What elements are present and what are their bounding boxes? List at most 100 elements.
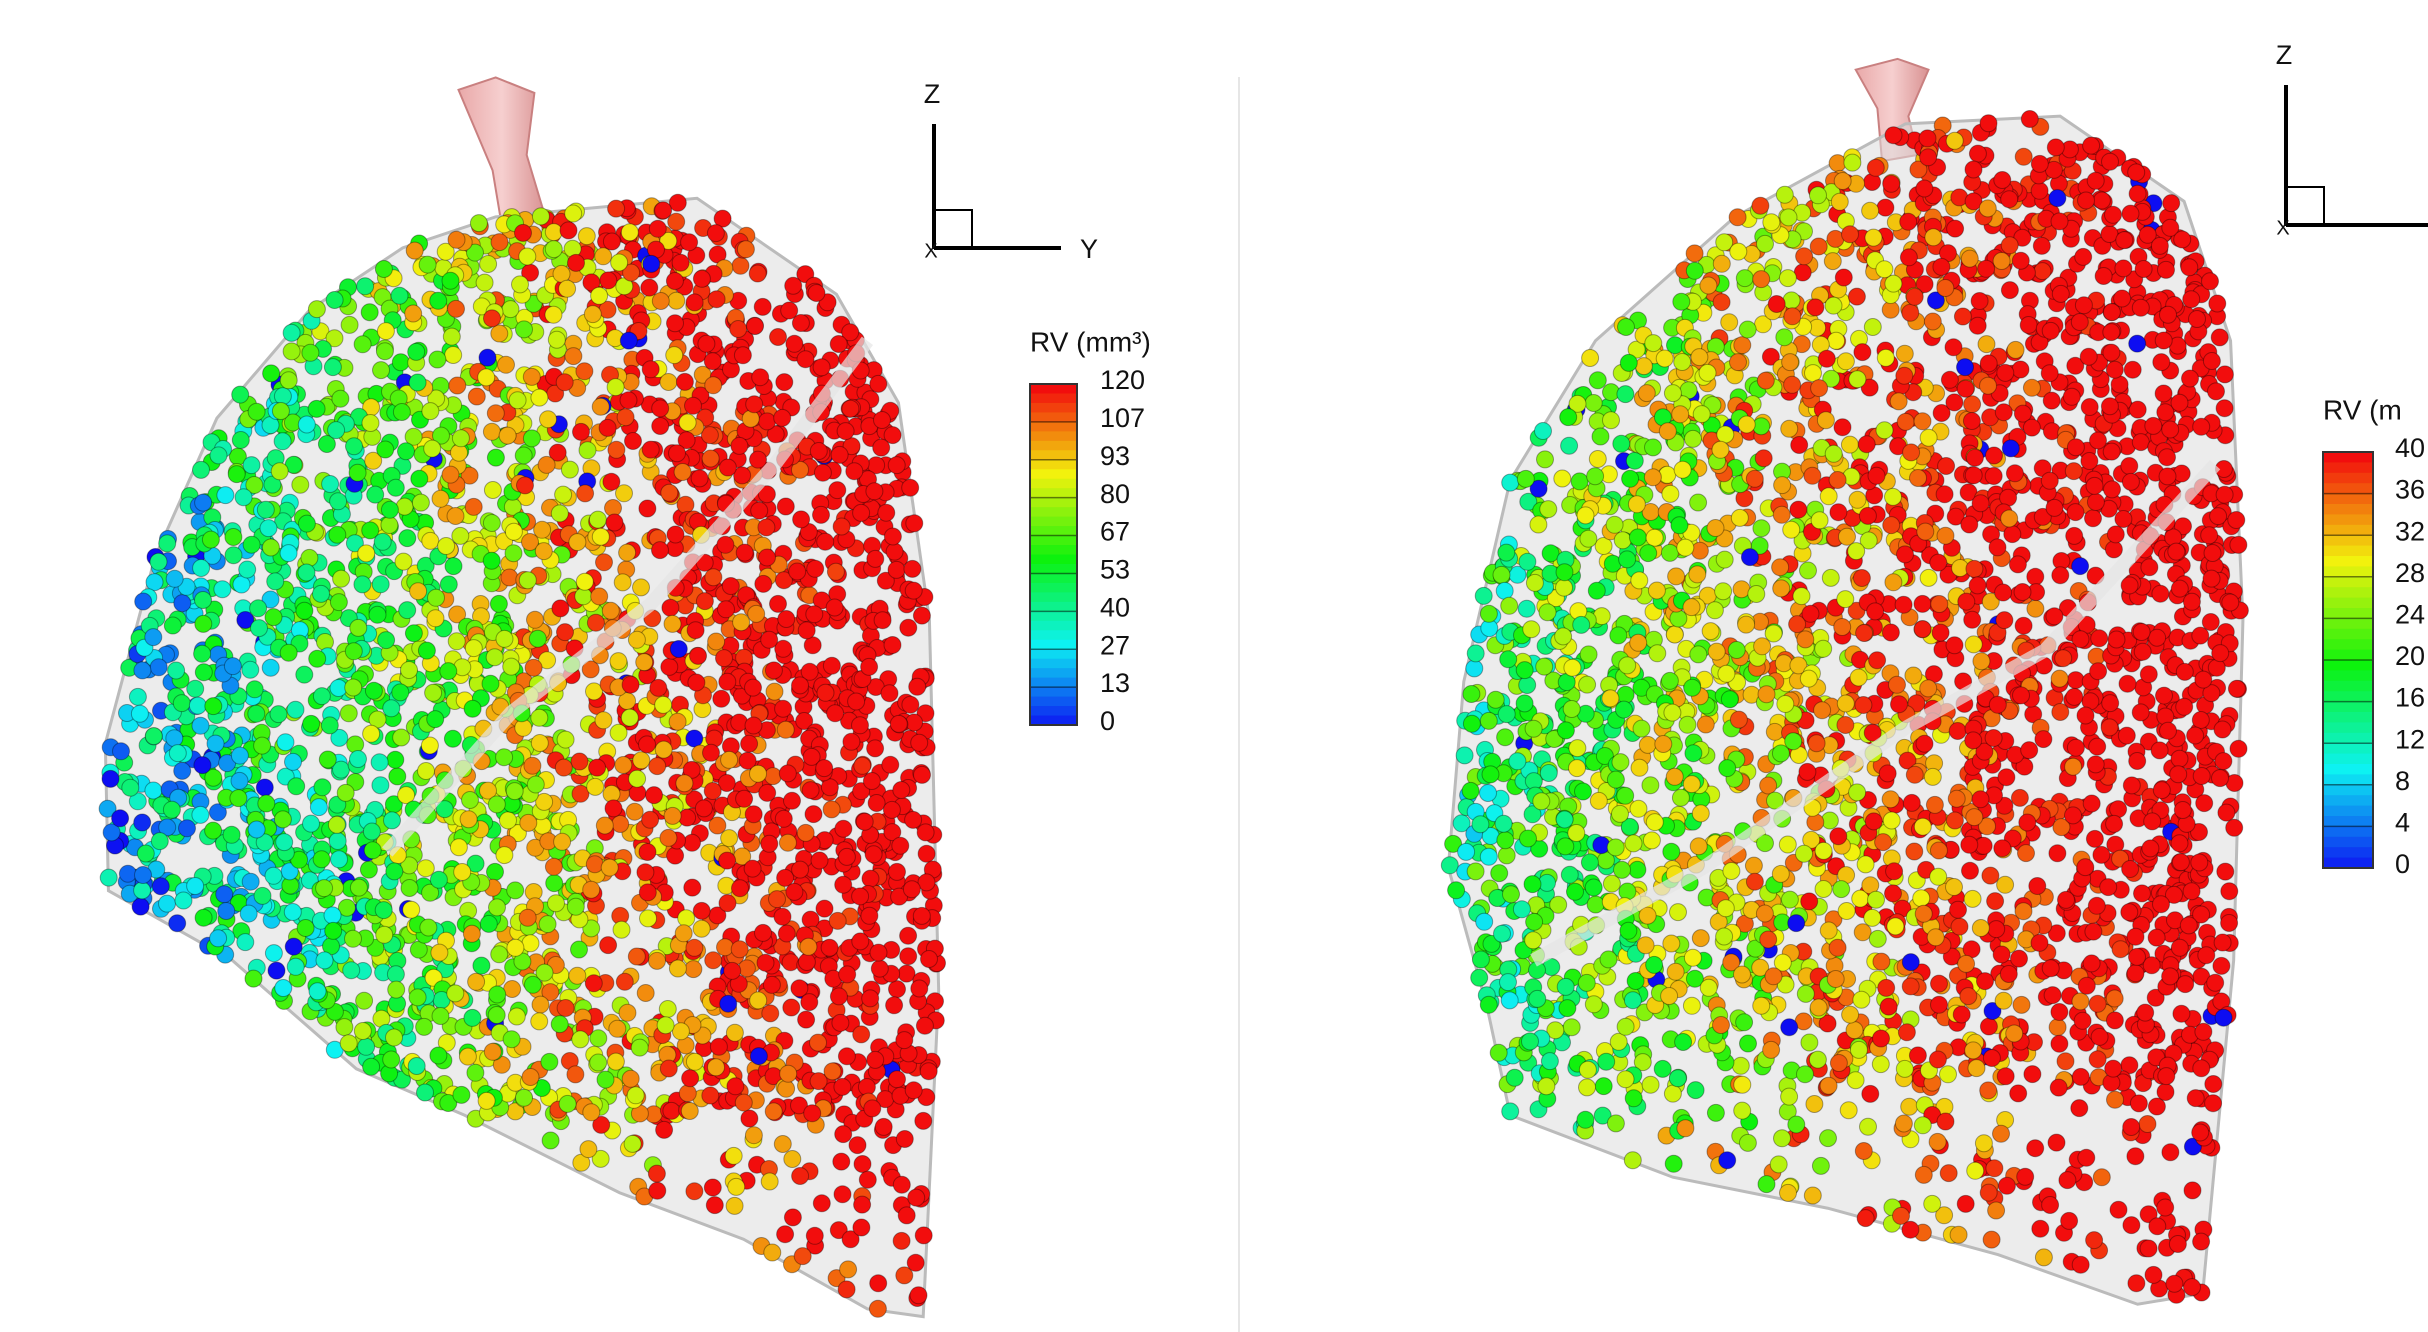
- sphere: [603, 473, 620, 490]
- sphere: [864, 1100, 881, 1117]
- sphere: [888, 457, 905, 474]
- sphere: [503, 1031, 520, 1048]
- sphere: [1664, 1085, 1681, 1102]
- sphere: [506, 783, 523, 800]
- sphere: [187, 680, 204, 697]
- sphere: [913, 607, 930, 624]
- sphere: [668, 292, 685, 309]
- sphere: [693, 902, 710, 919]
- sphere: [886, 543, 903, 560]
- sphere: [622, 676, 639, 693]
- sphere: [682, 1070, 699, 1087]
- sphere: [560, 222, 577, 239]
- sphere: [577, 485, 594, 502]
- sphere: [800, 938, 817, 955]
- sphere: [1791, 437, 1808, 454]
- sphere: [2151, 742, 2168, 759]
- sphere: [747, 318, 764, 335]
- sphere: [765, 662, 782, 679]
- sphere: [391, 287, 408, 304]
- sphere: [298, 515, 315, 532]
- sphere: [2046, 608, 2063, 625]
- sphere: [2205, 1076, 2222, 1093]
- sphere: [381, 501, 398, 518]
- sphere: [532, 996, 549, 1013]
- sphere: [687, 622, 704, 639]
- sphere: [918, 845, 935, 862]
- sphere: [806, 606, 823, 623]
- sphere: [330, 493, 347, 510]
- sphere: [387, 479, 404, 496]
- sphere: [369, 606, 386, 623]
- sphere: [325, 922, 342, 939]
- sphere: [1721, 314, 1738, 331]
- sphere: [486, 649, 503, 666]
- sphere: [463, 925, 480, 942]
- sphere: [233, 576, 250, 593]
- sphere: [102, 770, 119, 787]
- sphere: [1585, 395, 1602, 412]
- sphere: [719, 895, 736, 912]
- sphere: [798, 954, 815, 971]
- sphere: [429, 351, 446, 368]
- sphere: [287, 958, 304, 975]
- sphere: [2140, 1240, 2157, 1257]
- sphere: [308, 301, 325, 318]
- sphere: [900, 948, 917, 965]
- sphere: [606, 514, 623, 531]
- sphere: [285, 753, 302, 770]
- sphere: [267, 573, 284, 590]
- sphere: [420, 919, 437, 936]
- sphere: [1730, 711, 1747, 728]
- colorbar-band: [1030, 393, 1077, 403]
- sphere: [661, 484, 678, 501]
- sphere: [781, 302, 798, 319]
- sphere: [405, 305, 422, 322]
- sphere: [329, 526, 346, 543]
- colorbar-band: [1030, 422, 1077, 432]
- sphere: [2093, 846, 2110, 863]
- sphere: [854, 757, 871, 774]
- sphere: [1625, 1090, 1642, 1107]
- sphere: [846, 463, 863, 480]
- sphere: [363, 725, 380, 742]
- sphere: [902, 479, 919, 496]
- sphere: [798, 1011, 815, 1028]
- sphere: [194, 645, 211, 662]
- sphere: [849, 1137, 866, 1154]
- sphere: [531, 735, 548, 752]
- sphere: [1668, 568, 1685, 585]
- sphere: [765, 1103, 782, 1120]
- sphere: [134, 662, 151, 679]
- sphere: [735, 1094, 752, 1111]
- colorbar-band: [1030, 545, 1077, 555]
- sphere: [365, 682, 382, 699]
- sphere: [545, 306, 562, 323]
- sphere: [902, 696, 919, 713]
- colorbar-band: [1030, 564, 1077, 574]
- sphere: [813, 359, 830, 376]
- sphere: [548, 895, 565, 912]
- sphere: [1857, 856, 1874, 873]
- sphere: [620, 392, 637, 409]
- sphere: [685, 397, 702, 414]
- sphere: [1582, 350, 1599, 367]
- sphere: [792, 861, 809, 878]
- sphere: [650, 679, 667, 696]
- sphere: [427, 711, 444, 728]
- sphere: [657, 1017, 674, 1034]
- colorbar-band: [1030, 659, 1077, 669]
- sphere: [527, 611, 544, 628]
- sphere: [540, 411, 557, 428]
- colorbar-band: [1030, 678, 1077, 688]
- sphere: [505, 545, 522, 562]
- sphere: [237, 934, 254, 951]
- sphere: [603, 233, 620, 250]
- sphere: [626, 803, 643, 820]
- sphere: [587, 778, 604, 795]
- sphere: [568, 254, 585, 271]
- sphere: [2049, 1019, 2066, 1036]
- sphere: [242, 873, 259, 890]
- sphere: [487, 405, 504, 422]
- sphere: [817, 533, 834, 550]
